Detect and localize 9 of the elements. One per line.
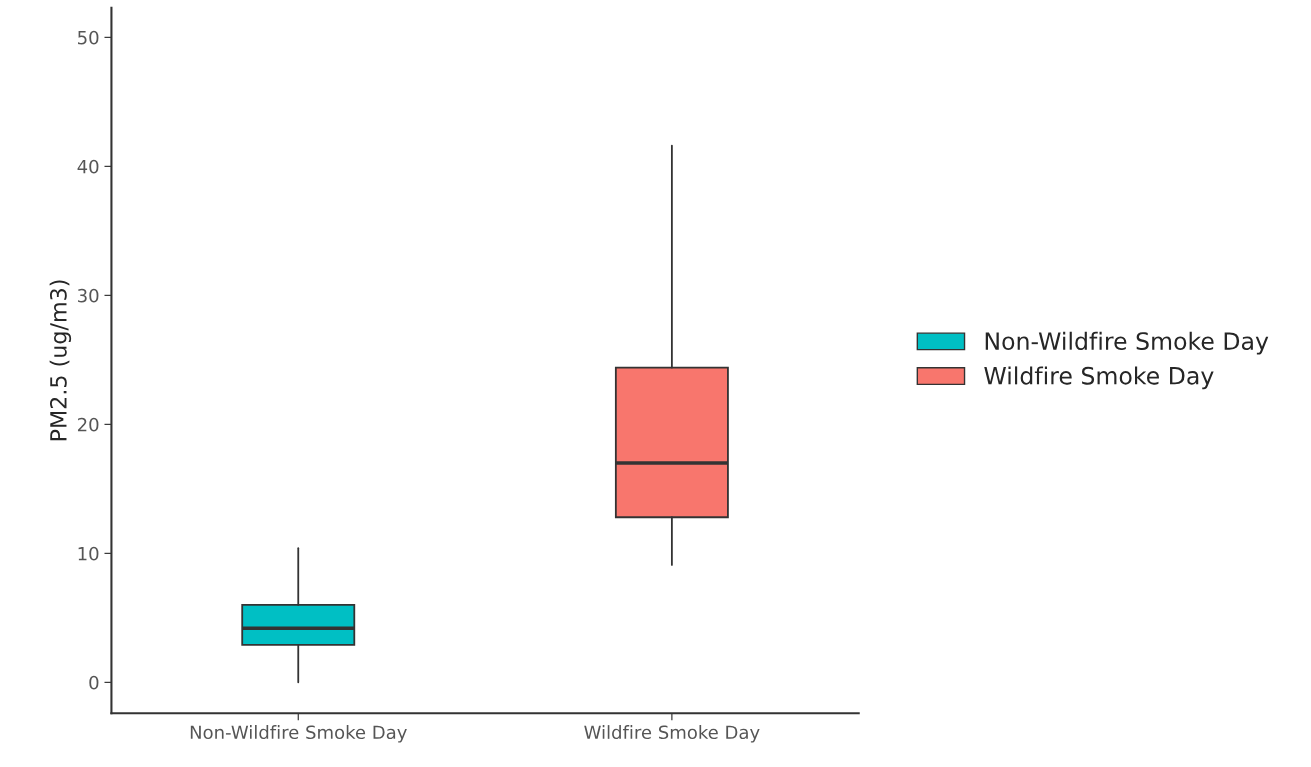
y-tick-label: 20 [77,417,99,432]
y-tick-label: 30 [78,288,99,303]
legend-label: Non-Wildfire Smoke Day [985,331,1269,355]
legend-label: Wildfire Smoke Day [984,366,1214,390]
y-axis-title: PM2.5 (ug/m3) [49,280,72,441]
y-tick-label: 50 [78,30,99,45]
y-tick-label: 0 [89,675,99,690]
y-tick-label: 40 [77,159,99,174]
y-tick-label: 10 [78,546,99,561]
